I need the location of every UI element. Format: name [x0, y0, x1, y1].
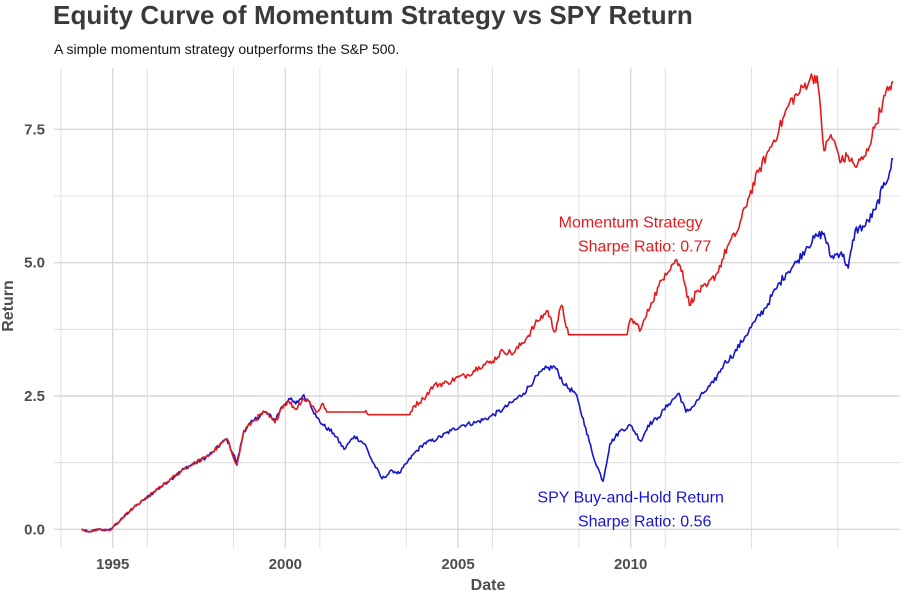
spy-annotation: SPY Buy-and-Hold Return — [537, 490, 723, 507]
momentum-annotation: Momentum Strategy — [559, 214, 703, 231]
x-tick-label: 2010 — [614, 556, 647, 573]
y-axis-title: Return — [0, 280, 17, 332]
momentum-strategy-line — [81, 73, 894, 533]
x-tick-label: 2005 — [441, 556, 474, 573]
x-axis-title: Date — [471, 577, 506, 593]
momentum-annotation: Sharpe Ratio: 0.77 — [578, 238, 712, 255]
series-layer — [81, 73, 894, 533]
chart-title: Equity Curve of Momentum Strategy vs SPY… — [53, 0, 693, 30]
y-tick-label: 5.0 — [24, 255, 45, 272]
spy-return-line — [81, 157, 894, 533]
spy-annotation: Sharpe Ratio: 0.56 — [578, 514, 712, 531]
tick-layer: 1995 2000 2005 2010 0.0 2.5 5.0 7.5 — [24, 121, 647, 573]
chart-subtitle: A simple momentum strategy outperforms t… — [54, 41, 400, 57]
y-tick-label: 0.0 — [24, 521, 45, 538]
x-tick-label: 1995 — [96, 556, 129, 573]
grid-layer — [54, 68, 900, 548]
y-tick-label: 7.5 — [24, 121, 45, 138]
x-tick-label: 2000 — [269, 556, 302, 573]
y-tick-label: 2.5 — [24, 388, 45, 405]
annotation-layer: Momentum Strategy Sharpe Ratio: 0.77 SPY B… — [537, 214, 723, 530]
